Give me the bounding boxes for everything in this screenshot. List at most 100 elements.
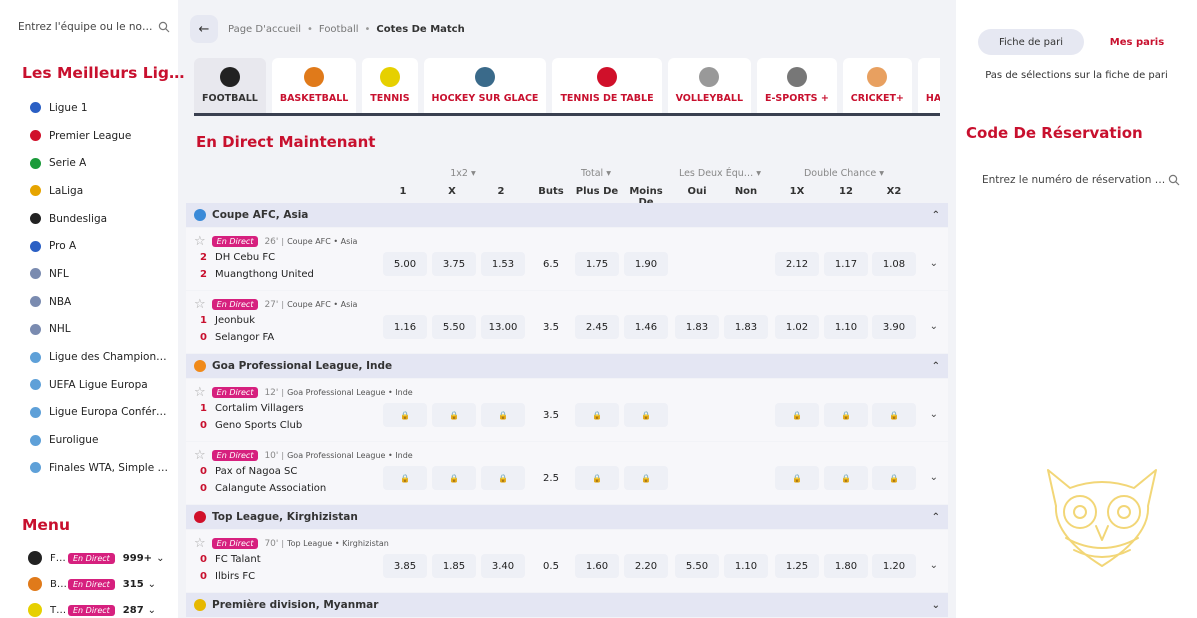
top-league-item[interactable]: LaLiga xyxy=(30,177,170,205)
lock-icon[interactable]: 🔒 xyxy=(481,403,525,427)
odds-button[interactable]: 5.00 xyxy=(383,252,427,276)
odds-button[interactable]: 1.17 xyxy=(824,252,868,276)
sport-tab[interactable]: HOCKEY SUR GLACE xyxy=(423,58,547,113)
odds-button[interactable]: 1.83 xyxy=(675,315,719,339)
top-league-item[interactable]: Pro A xyxy=(30,232,170,260)
sports-menu-item[interactable]: F… En Direct 999+ ⌄ xyxy=(28,545,174,571)
odds-button[interactable]: 1.90 xyxy=(624,252,668,276)
team-search-input[interactable]: Entrez l'équipe ou le nom… xyxy=(18,10,170,44)
sport-tab[interactable]: FOOTBALL xyxy=(194,58,266,113)
top-league-item[interactable]: NFL xyxy=(30,260,170,288)
chevron-down-icon[interactable]: ⌄ xyxy=(929,258,938,269)
lock-icon[interactable]: 🔒 xyxy=(624,403,668,427)
odds-button[interactable]: 3.40 xyxy=(481,554,525,578)
odds-button[interactable]: 2.20 xyxy=(624,554,668,578)
top-league-item[interactable]: NBA xyxy=(30,288,170,316)
match-row[interactable]: ☆ En Direct 70' | Top League • Kirghizistan 0… xyxy=(186,530,948,592)
odds-button[interactable]: 1.60 xyxy=(575,554,619,578)
lock-icon[interactable]: 🔒 xyxy=(481,466,525,490)
lock-icon[interactable]: 🔒 xyxy=(775,466,819,490)
lock-icon[interactable]: 🔒 xyxy=(624,466,668,490)
lock-icon[interactable]: 🔒 xyxy=(383,403,427,427)
match-row[interactable]: ☆ En Direct 26' | Coupe AFC • Asia 2 DH Cebu F… xyxy=(186,228,948,290)
back-button[interactable]: ← xyxy=(190,15,218,43)
chevron-down-icon[interactable]: ⌄ xyxy=(147,578,157,590)
odds-button[interactable]: 1.16 xyxy=(383,315,427,339)
lock-icon[interactable]: 🔒 xyxy=(872,466,916,490)
chevron-down-icon[interactable]: ⌄ xyxy=(929,560,938,571)
odds-button[interactable]: 1.10 xyxy=(724,554,768,578)
odds-button[interactable]: 5.50 xyxy=(432,315,476,339)
breadcrumb-sport[interactable]: Football xyxy=(318,23,359,35)
league-header-row[interactable]: Top League, Kirghizistan ⌃ xyxy=(186,505,948,529)
odds-button[interactable]: 3.90 xyxy=(872,315,916,339)
chevron-down-icon[interactable]: ⌄ xyxy=(929,472,938,483)
lock-icon[interactable]: 🔒 xyxy=(824,403,868,427)
odds-button[interactable]: 1.10 xyxy=(824,315,868,339)
market-btts-header[interactable]: Les Deux Équ… ▾ xyxy=(678,168,762,179)
market-total-header[interactable]: Total ▾ xyxy=(581,168,611,179)
top-league-item[interactable]: Bundesliga xyxy=(30,205,170,233)
lock-icon[interactable]: 🔒 xyxy=(872,403,916,427)
lock-icon[interactable]: 🔒 xyxy=(432,466,476,490)
top-league-item[interactable]: Ligue 1 xyxy=(30,94,170,122)
sport-tab[interactable]: CRICKET+ xyxy=(842,58,912,113)
odds-button[interactable]: 1.20 xyxy=(872,554,916,578)
lock-icon[interactable]: 🔒 xyxy=(575,403,619,427)
top-league-item[interactable]: Euroligue xyxy=(30,426,170,454)
tab-betslip[interactable]: Fiche de pari xyxy=(978,29,1084,55)
collapse-icon[interactable]: ⌃ xyxy=(931,511,940,523)
tab-my-bets[interactable]: Mes paris xyxy=(1109,36,1165,48)
top-league-item[interactable]: NHL xyxy=(30,316,170,344)
odds-button[interactable]: 5.50 xyxy=(675,554,719,578)
league-header-row[interactable]: Première division, Myanmar ⌄ xyxy=(186,593,948,617)
chevron-down-icon[interactable]: ⌄ xyxy=(929,321,938,332)
top-league-item[interactable]: Ligue Europa Conférе… xyxy=(30,399,170,427)
collapse-icon[interactable]: ⌃ xyxy=(931,360,940,372)
lock-icon[interactable]: 🔒 xyxy=(575,466,619,490)
odds-button[interactable]: 1.02 xyxy=(775,315,819,339)
reservation-code-input[interactable]: Entrez le numéro de réservation de… xyxy=(982,168,1180,192)
odds-button[interactable]: 1.85 xyxy=(432,554,476,578)
odds-button[interactable]: 2.12 xyxy=(775,252,819,276)
lock-icon[interactable]: 🔒 xyxy=(432,403,476,427)
sport-tab[interactable]: HANDBALL xyxy=(917,58,940,113)
lock-icon[interactable]: 🔒 xyxy=(383,466,427,490)
star-icon[interactable]: ☆ xyxy=(194,536,206,551)
top-league-item[interactable]: Serie A xyxy=(30,149,170,177)
odds-button[interactable]: 1.46 xyxy=(624,315,668,339)
star-icon[interactable]: ☆ xyxy=(194,448,206,463)
match-row[interactable]: ☆ En Direct 27' | Coupe AFC • Asia 1 Jeonbuk 0 S… xyxy=(186,291,948,353)
chevron-down-icon[interactable]: ⌄ xyxy=(156,552,165,564)
league-header-row[interactable]: Goa Professional League, Inde ⌃ xyxy=(186,354,948,378)
star-icon[interactable]: ☆ xyxy=(194,234,206,249)
search-icon[interactable] xyxy=(158,21,170,33)
odds-button[interactable]: 1.80 xyxy=(824,554,868,578)
lock-icon[interactable]: 🔒 xyxy=(824,466,868,490)
star-icon[interactable]: ☆ xyxy=(194,297,206,312)
odds-button[interactable]: 13.00 xyxy=(481,315,525,339)
collapse-icon[interactable]: ⌃ xyxy=(931,209,940,221)
chevron-down-icon[interactable]: ⌄ xyxy=(147,604,157,616)
sport-tab[interactable]: TENNIS DE TABLE xyxy=(552,58,662,113)
top-league-item[interactable]: Premier League xyxy=(30,122,170,150)
sports-menu-item[interactable]: B… En Direct 315 ⌄ xyxy=(28,571,174,597)
top-league-item[interactable]: Ligue des Champions… xyxy=(30,343,170,371)
collapse-icon[interactable]: ⌄ xyxy=(931,599,940,611)
odds-button[interactable]: 1.83 xyxy=(724,315,768,339)
odds-button[interactable]: 1.25 xyxy=(775,554,819,578)
breadcrumb-home[interactable]: Page D'accueil xyxy=(228,23,302,35)
sport-tab[interactable]: TENNIS xyxy=(362,58,418,113)
sport-tab[interactable]: VOLLEYBALL xyxy=(667,58,751,113)
top-league-item[interactable]: Finales WTA, Simple … xyxy=(30,454,170,482)
odds-button[interactable]: 1.75 xyxy=(575,252,619,276)
match-row[interactable]: ☆ En Direct 12' | Goa Professional League • … xyxy=(186,379,948,441)
odds-button[interactable]: 3.85 xyxy=(383,554,427,578)
chevron-down-icon[interactable]: ⌄ xyxy=(929,409,938,420)
market-double-chance-header[interactable]: Double Chance ▾ xyxy=(803,168,885,179)
odds-button[interactable]: 1.53 xyxy=(481,252,525,276)
lock-icon[interactable]: 🔒 xyxy=(775,403,819,427)
market-1x2-header[interactable]: 1x2 ▾ xyxy=(450,168,476,179)
search-icon[interactable] xyxy=(1168,174,1180,186)
sports-menu-item[interactable]: T… En Direct 287 ⌄ xyxy=(28,597,174,618)
